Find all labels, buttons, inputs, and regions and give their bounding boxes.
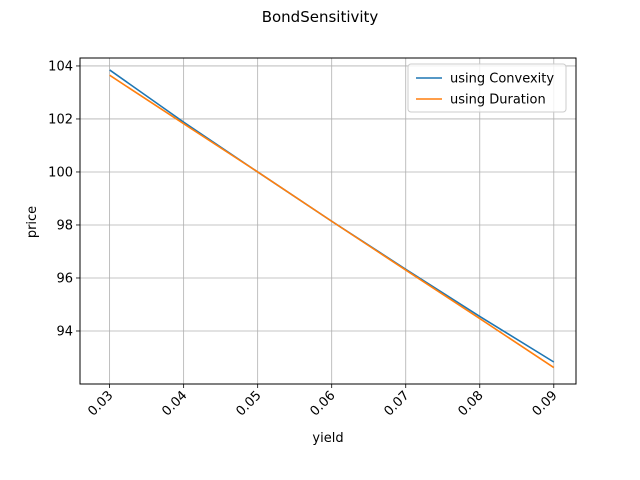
legend: using Convexity using Duration: [407, 63, 567, 113]
y-tick-label: 102: [48, 112, 73, 127]
x-tick-label: 0.04: [159, 388, 190, 419]
legend-label: using Duration: [450, 93, 546, 108]
x-axis-ticks: 0.03 0.04 0.05 0.06 0.07 0.08 0.09: [85, 384, 561, 419]
chart-title: BondSensitivity: [262, 8, 379, 26]
x-tick-label: 0.05: [233, 388, 264, 419]
x-tick-label: 0.06: [307, 388, 338, 419]
x-tick-label: 0.09: [530, 388, 561, 419]
y-tick-label: 100: [48, 165, 73, 180]
series-line-using-duration: [109, 74, 555, 369]
legend-label: using Convexity: [450, 72, 554, 87]
y-axis-label: price: [25, 206, 40, 238]
plot-area-frame: [79, 57, 577, 385]
x-tick-label: 0.07: [381, 388, 412, 419]
y-axis-ticks: 94 96 98 100 102 104: [48, 59, 80, 339]
x-axis-label: yield: [312, 431, 343, 446]
y-tick-label: 104: [48, 59, 73, 74]
y-tick-label: 98: [56, 218, 73, 233]
y-tick-label: 96: [56, 271, 73, 286]
series-lines: [109, 69, 555, 369]
x-tick-label: 0.03: [85, 388, 116, 419]
y-tick-label: 94: [56, 324, 73, 339]
x-tick-label: 0.08: [456, 388, 487, 419]
legend-box: [407, 63, 567, 113]
